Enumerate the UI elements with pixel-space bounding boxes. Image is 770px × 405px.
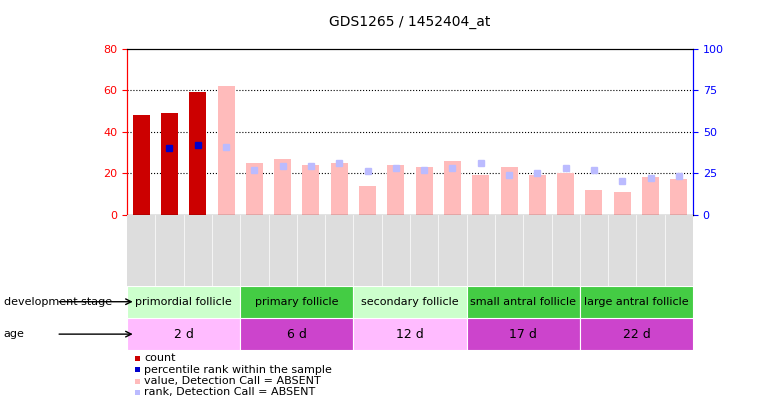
Bar (331, 163, 348, 215)
Bar (529, 175, 546, 215)
Text: GDS1265 / 1452404_at: GDS1265 / 1452404_at (330, 15, 490, 29)
Bar (580, 286, 693, 318)
Text: primordial follicle: primordial follicle (136, 297, 232, 307)
Bar (557, 173, 574, 215)
Bar (467, 286, 580, 318)
Bar (671, 179, 688, 215)
Bar (246, 163, 263, 215)
Bar (240, 215, 353, 286)
Bar (127, 318, 240, 350)
Text: value, Detection Call = ABSENT: value, Detection Call = ABSENT (144, 376, 321, 386)
Bar (387, 165, 404, 215)
Text: primary follicle: primary follicle (255, 297, 339, 307)
Text: age: age (4, 329, 25, 339)
Text: large antral follicle: large antral follicle (584, 297, 688, 307)
Text: small antral follicle: small antral follicle (470, 297, 576, 307)
Bar (303, 165, 320, 215)
Bar (189, 92, 206, 215)
Bar (218, 86, 235, 215)
Bar (472, 175, 489, 215)
Text: count: count (144, 354, 176, 363)
Text: secondary follicle: secondary follicle (361, 297, 459, 307)
Text: rank, Detection Call = ABSENT: rank, Detection Call = ABSENT (144, 388, 316, 397)
Bar (580, 215, 693, 286)
Bar (614, 192, 631, 215)
Bar (500, 167, 517, 215)
Bar (127, 215, 240, 286)
Bar (353, 215, 467, 286)
Bar (161, 113, 178, 215)
Text: development stage: development stage (4, 297, 112, 307)
Text: 12 d: 12 d (396, 328, 424, 341)
Bar (127, 286, 240, 318)
Bar (467, 215, 580, 286)
Bar (416, 167, 433, 215)
Bar (580, 318, 693, 350)
Bar (240, 318, 353, 350)
Text: 2 d: 2 d (174, 328, 193, 341)
Text: 6 d: 6 d (287, 328, 306, 341)
Text: 22 d: 22 d (622, 328, 651, 341)
Text: 17 d: 17 d (509, 328, 537, 341)
Bar (132, 115, 149, 215)
Bar (359, 185, 376, 215)
Bar (467, 318, 580, 350)
Bar (444, 161, 461, 215)
Bar (274, 159, 291, 215)
Bar (585, 190, 602, 215)
Bar (353, 318, 467, 350)
Bar (642, 177, 659, 215)
Bar (353, 286, 467, 318)
Bar (240, 286, 353, 318)
Text: percentile rank within the sample: percentile rank within the sample (144, 365, 332, 375)
